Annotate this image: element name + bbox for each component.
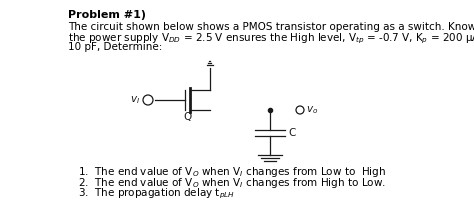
Text: The circuit shown below shows a PMOS transistor operating as a switch. Knowing t: The circuit shown below shows a PMOS tra… [68,22,474,32]
Text: C: C [288,128,295,138]
Text: Q: Q [184,112,192,122]
Text: the power supply V$_{DD}$ = 2.5 V ensures the High level, V$_{tp}$ = -0.7 V, K$_: the power supply V$_{DD}$ = 2.5 V ensure… [68,32,474,46]
Text: 2.  The end value of V$_O$ when V$_I$ changes from High to Low.: 2. The end value of V$_O$ when V$_I$ cha… [78,176,386,190]
Text: 10 pF, Determine:: 10 pF, Determine: [68,42,163,52]
Text: $v_o$: $v_o$ [306,104,318,116]
Text: Problem #1): Problem #1) [68,10,146,20]
Text: 1.  The end value of V$_O$ when V$_I$ changes from Low to  High: 1. The end value of V$_O$ when V$_I$ cha… [78,165,386,179]
Text: 3.  The propagation delay t$_{pLH}$: 3. The propagation delay t$_{pLH}$ [78,187,235,201]
Text: $v_I$: $v_I$ [130,94,140,106]
